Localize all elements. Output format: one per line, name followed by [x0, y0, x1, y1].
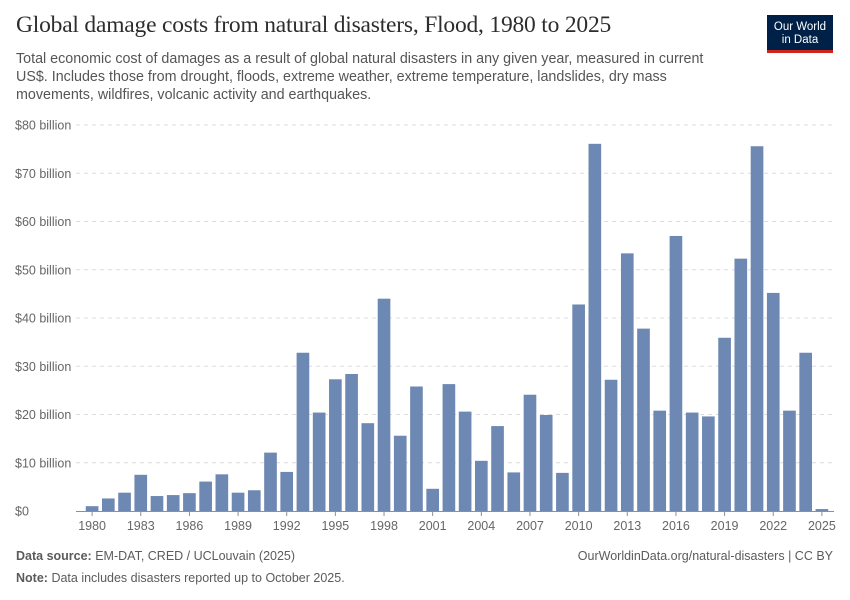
- bar-2000[interactable]: [410, 386, 423, 511]
- bar-2021[interactable]: [750, 146, 764, 512]
- y-tick-label: $80 billion: [15, 119, 71, 133]
- bar-2019[interactable]: [718, 337, 731, 511]
- bar-2013[interactable]: [620, 253, 634, 511]
- bar-2018[interactable]: [702, 416, 715, 511]
- bar-1994[interactable]: [312, 412, 326, 511]
- x-tick-label: 1998: [370, 519, 398, 533]
- bar-2004[interactable]: [475, 460, 488, 511]
- x-tick-label: 2013: [613, 519, 641, 533]
- x-tick-label: 1995: [321, 519, 349, 533]
- x-tick-label: 2004: [467, 519, 495, 533]
- data-source-link[interactable]: EM-DAT, CRED / UCLouvain (2025): [95, 549, 296, 563]
- x-tick-label: 2016: [662, 519, 690, 533]
- bar-2001[interactable]: [426, 488, 439, 511]
- bar-2002[interactable]: [442, 384, 456, 511]
- bar-1986[interactable]: [183, 493, 196, 511]
- bar-2008[interactable]: [539, 414, 553, 511]
- bar-1987[interactable]: [199, 481, 212, 511]
- bar-1999[interactable]: [393, 435, 407, 511]
- x-axis: 1980 1983 1986 1989 1992 1995 1998 2001 2004 2007…: [76, 511, 836, 533]
- y-tick-label: $60 billion: [15, 215, 71, 229]
- bar-2020[interactable]: [734, 258, 748, 511]
- y-tick-label: $30 billion: [15, 360, 71, 374]
- bar-1990[interactable]: [247, 490, 261, 511]
- x-tick-label: 2007: [516, 519, 544, 533]
- bar-1984[interactable]: [150, 496, 164, 511]
- chart-subtitle: Total economic cost of damages as a resu…: [16, 51, 704, 103]
- logo-line-1: Our World: [773, 21, 827, 33]
- bar-1996[interactable]: [345, 373, 358, 511]
- y-tick-label: $70 billion: [15, 167, 71, 181]
- x-tick-label: 1992: [273, 519, 301, 533]
- bar-1985[interactable]: [166, 495, 180, 511]
- note-text: Data includes disasters reported up to O…: [51, 571, 345, 585]
- bar-2015[interactable]: [653, 410, 667, 511]
- bar-2017[interactable]: [685, 412, 699, 511]
- bar-2012[interactable]: [604, 379, 618, 511]
- bar-1993[interactable]: [296, 352, 310, 511]
- bar-2025[interactable]: [815, 509, 829, 511]
- note-label: Note:: [16, 571, 48, 585]
- bar-2005[interactable]: [491, 426, 504, 511]
- bar-2010[interactable]: [572, 304, 585, 511]
- x-tick-label: 1986: [176, 519, 204, 533]
- bar-1998[interactable]: [377, 298, 391, 511]
- y-tick-label: $40 billion: [15, 312, 71, 326]
- bar-1991[interactable]: [264, 452, 277, 511]
- x-tick-label: 2025: [808, 519, 836, 533]
- bar-2022[interactable]: [766, 292, 780, 511]
- bar-1980[interactable]: [85, 506, 99, 511]
- y-tick-label: $20 billion: [15, 408, 71, 422]
- x-tick-label: 1980: [78, 519, 106, 533]
- bar-2009[interactable]: [556, 472, 569, 511]
- data-source-label: Data source:: [16, 549, 92, 563]
- y-axis-labels: $0 $10 billion $20 billion $30 billion $40 b…: [15, 119, 71, 519]
- bar-2023[interactable]: [783, 410, 796, 511]
- bars: [85, 143, 829, 512]
- x-tick-label: 1989: [224, 519, 252, 533]
- bar-1982[interactable]: [118, 492, 131, 511]
- x-tick-label: 2022: [759, 519, 787, 533]
- x-tick-label: 2010: [565, 519, 593, 533]
- chart-note: Note: Data includes disasters reported u…: [16, 571, 345, 585]
- data-source: Data source: EM-DAT, CRED / UCLouvain (2…: [16, 549, 295, 563]
- y-tick-label: $10 billion: [15, 456, 71, 470]
- bar-1997[interactable]: [361, 423, 375, 511]
- source-url-link[interactable]: OurWorldinData.org/natural-disasters | C…: [577, 549, 833, 563]
- y-tick-label: $0: [15, 505, 29, 519]
- bar-2003[interactable]: [458, 411, 472, 511]
- bar-2024[interactable]: [799, 352, 812, 511]
- bar-2007[interactable]: [523, 394, 537, 511]
- bar-2016[interactable]: [669, 235, 683, 511]
- y-tick-label: $50 billion: [15, 263, 71, 277]
- bar-1992[interactable]: [280, 471, 294, 511]
- x-tick-label: 2001: [419, 519, 447, 533]
- x-tick-label: 2019: [711, 519, 739, 533]
- bar-1995[interactable]: [329, 379, 342, 511]
- bar-2006[interactable]: [507, 472, 521, 511]
- bar-2011[interactable]: [588, 143, 602, 511]
- bar-1983[interactable]: [134, 474, 148, 511]
- bar-1989[interactable]: [231, 492, 245, 511]
- owid-logo[interactable]: Our World in Data: [767, 15, 833, 53]
- bar-1988[interactable]: [215, 474, 229, 511]
- x-tick-label: 1983: [127, 519, 155, 533]
- bar-2014[interactable]: [637, 328, 650, 511]
- logo-line-2: in Data: [781, 34, 819, 46]
- chart-title: Global damage costs from natural disaste…: [16, 12, 612, 38]
- bar-1981[interactable]: [102, 498, 115, 511]
